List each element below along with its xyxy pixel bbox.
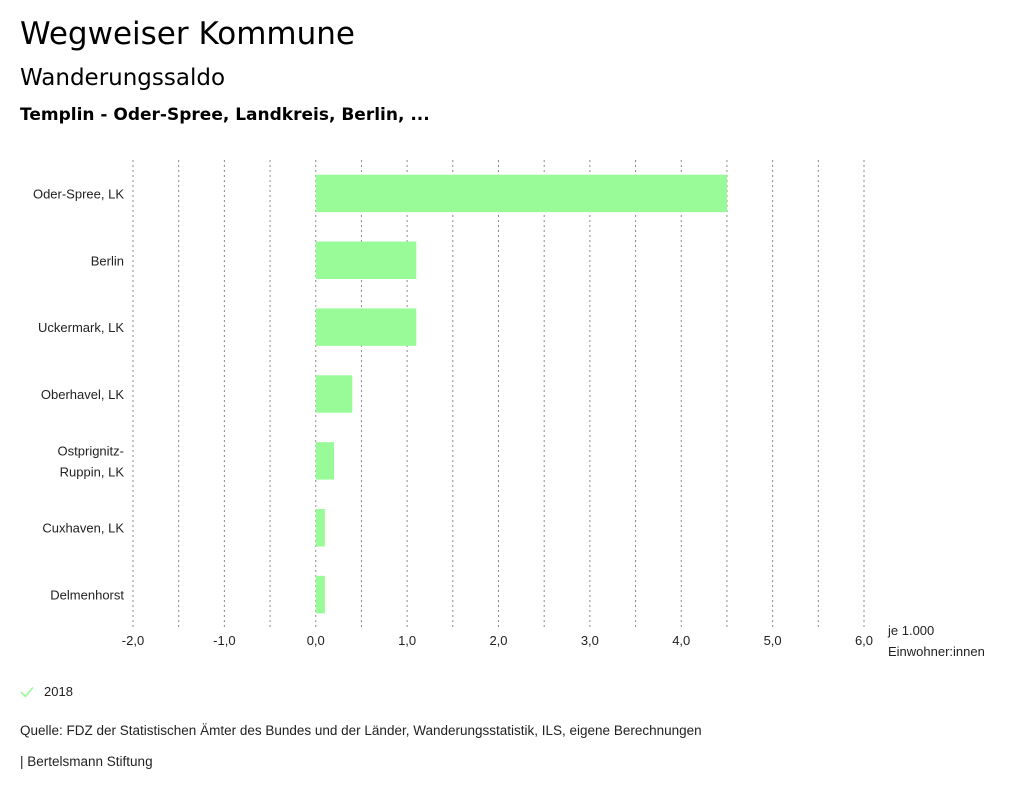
x-tick-label: 4,0 xyxy=(672,633,690,648)
category-label: Oder-Spree, LK xyxy=(33,186,124,201)
chart-context: Templin - Oder-Spree, Landkreis, Berlin,… xyxy=(20,105,430,125)
x-tick-label: -2,0 xyxy=(122,633,144,648)
bar xyxy=(315,308,417,346)
category-label: Berlin xyxy=(91,253,124,268)
category-label: Ostprignitz- xyxy=(58,443,124,458)
category-label: Delmenhorst xyxy=(50,588,124,603)
brand-note: | Bertelsmann Stiftung xyxy=(20,754,153,769)
category-label: Ruppin, LK xyxy=(60,464,125,479)
legend[interactable]: 2018 xyxy=(20,684,73,699)
bar xyxy=(315,442,335,480)
bar xyxy=(315,508,325,547)
source-note: Quelle: FDZ der Statistischen Ämter des … xyxy=(20,723,702,738)
x-tick-label: 2,0 xyxy=(489,633,507,648)
bar-chart: Oder-Spree, LK Berlin Uckermark, LK Oberhav… xyxy=(33,160,985,659)
x-tick-label: 5,0 xyxy=(764,633,782,648)
x-unit-label: Einwohner:innen xyxy=(888,644,985,659)
x-tick-label: 1,0 xyxy=(398,633,416,648)
bar xyxy=(315,375,353,413)
chart-subtitle: Wanderungssaldo xyxy=(20,65,226,91)
category-label: Oberhavel, LK xyxy=(41,387,124,402)
page-title: Wegweiser Kommune xyxy=(20,16,355,52)
x-tick-label: 6,0 xyxy=(855,633,873,648)
category-label: Uckermark, LK xyxy=(38,320,124,335)
bar xyxy=(315,575,325,614)
x-tick-label: -1,0 xyxy=(213,633,235,648)
bar xyxy=(315,174,727,213)
category-label: Cuxhaven, LK xyxy=(42,521,124,536)
legend-label: 2018 xyxy=(44,684,73,699)
x-tick-label: 0,0 xyxy=(307,633,325,648)
x-unit-label: je 1.000 xyxy=(887,623,934,638)
bar xyxy=(315,241,417,280)
x-tick-label: 3,0 xyxy=(581,633,599,648)
check-icon xyxy=(20,686,34,697)
